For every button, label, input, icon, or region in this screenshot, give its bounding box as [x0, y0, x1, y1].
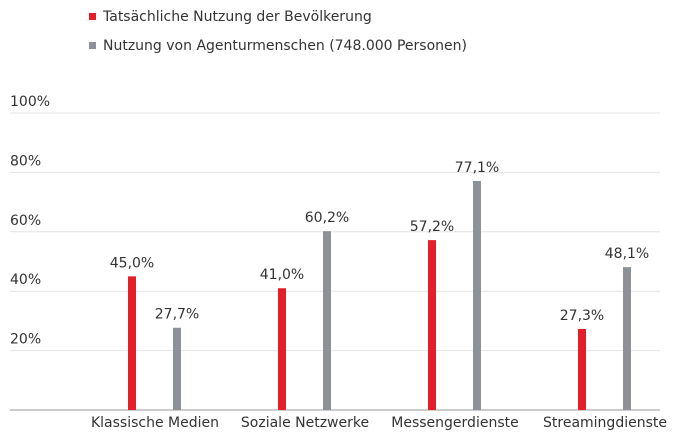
value-label: 77,1% — [455, 160, 499, 176]
value-label: 57,2% — [410, 219, 454, 235]
x-tick-label: Klassische Medien — [91, 415, 219, 431]
y-tick-label: 20% — [10, 332, 41, 348]
x-tick-label: Streamingdienste — [543, 415, 667, 431]
value-label: 41,0% — [260, 267, 304, 283]
bar — [278, 288, 286, 410]
x-tick-label: Messengerdienste — [391, 415, 518, 431]
bar — [623, 267, 631, 410]
legend-swatch — [89, 13, 96, 20]
bar — [428, 240, 436, 410]
value-label: 27,7% — [155, 307, 199, 323]
legend-label: Nutzung von Agenturmenschen (748.000 Per… — [103, 38, 467, 54]
y-tick-label: 80% — [10, 153, 41, 169]
x-tick-label: Soziale Netzwerke — [241, 415, 369, 431]
value-label: 60,2% — [305, 210, 349, 226]
value-label: 27,3% — [560, 308, 604, 324]
bar — [578, 328, 586, 410]
value-label: 48,1% — [605, 246, 649, 262]
legend-label: Tatsächliche Nutzung der Bevölkerung — [102, 9, 372, 25]
value-label: 45,0% — [110, 255, 154, 271]
bar — [173, 327, 181, 410]
y-tick-label: 60% — [10, 213, 41, 229]
legend-swatch — [89, 42, 96, 49]
bar — [473, 181, 481, 410]
bar — [128, 276, 136, 410]
y-tick-label: 40% — [10, 272, 41, 288]
y-tick-label: 100% — [10, 94, 50, 110]
bar — [323, 231, 331, 410]
